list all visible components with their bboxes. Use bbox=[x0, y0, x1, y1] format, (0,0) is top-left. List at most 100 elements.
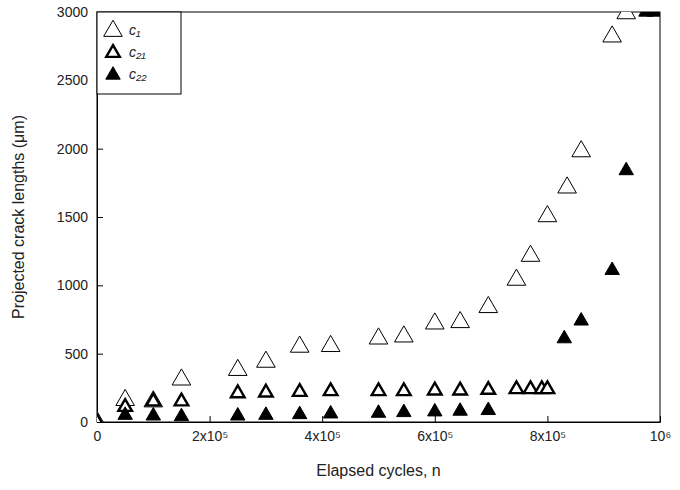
y-axis-title: Projected crack lengths (μm) bbox=[10, 115, 27, 319]
y-tick-label: 3000 bbox=[57, 4, 88, 20]
point bbox=[97, 411, 106, 422]
point bbox=[290, 336, 309, 352]
y-tick-mark bbox=[97, 285, 103, 286]
chart: 0 2x10⁵ 4x10⁵ 6x10⁵ 8x10⁵ 10⁶ 0 500 1000 1500 2000… bbox=[0, 0, 680, 490]
x-tick-mark bbox=[322, 416, 323, 422]
point bbox=[146, 408, 160, 420]
legend-label: c₁ bbox=[129, 22, 141, 38]
y-tick: 1000 bbox=[57, 277, 103, 293]
y-tick-label: 500 bbox=[65, 346, 89, 362]
x-tick-mark bbox=[435, 416, 436, 422]
legend-marker bbox=[106, 67, 120, 79]
legend-label: c₂₂ bbox=[129, 66, 147, 82]
y-tick-label: 2000 bbox=[57, 141, 88, 157]
x-tick-mark bbox=[547, 416, 548, 422]
legend-label: c₂₁ bbox=[129, 44, 146, 60]
x-tick-label: 4x10⁵ bbox=[305, 428, 341, 444]
x-tick: 4x10⁵ bbox=[305, 416, 341, 444]
point bbox=[172, 369, 191, 385]
y-tick: 2000 bbox=[57, 141, 103, 157]
y-tick-label: 0 bbox=[80, 414, 88, 430]
point bbox=[538, 206, 557, 222]
point bbox=[175, 394, 189, 406]
y-axis: 0 500 1000 1500 2000 2500 3000 bbox=[57, 4, 103, 430]
point bbox=[231, 408, 245, 420]
point bbox=[259, 407, 273, 419]
point bbox=[323, 405, 337, 417]
point bbox=[510, 381, 524, 393]
point bbox=[147, 394, 161, 406]
point bbox=[397, 404, 411, 416]
x-axis-title: Elapsed cycles, n bbox=[316, 462, 441, 479]
point bbox=[453, 383, 467, 395]
point bbox=[617, 12, 636, 19]
point bbox=[425, 313, 444, 329]
x-tick-label: 2x10⁵ bbox=[192, 428, 228, 444]
point bbox=[144, 391, 163, 407]
y-tick: 0 bbox=[80, 414, 103, 430]
point bbox=[97, 414, 104, 422]
point bbox=[372, 383, 386, 395]
point bbox=[507, 269, 526, 285]
point bbox=[574, 313, 588, 325]
x-tick-mark bbox=[660, 416, 661, 422]
point bbox=[619, 162, 633, 174]
data-area bbox=[97, 12, 660, 422]
y-tick: 500 bbox=[65, 346, 103, 362]
legend-marker bbox=[104, 20, 123, 36]
point bbox=[558, 177, 577, 193]
plot-frame bbox=[97, 12, 660, 422]
plot: 0 2x10⁵ 4x10⁵ 6x10⁵ 8x10⁵ 10⁶ 0 500 1000 1500 2000… bbox=[57, 3, 671, 444]
y-tick-mark bbox=[97, 354, 103, 355]
legend-marker bbox=[106, 45, 120, 57]
y-tick-mark bbox=[97, 217, 103, 218]
point bbox=[231, 385, 245, 397]
y-tick-label: 1500 bbox=[57, 209, 88, 225]
y-tick: 2500 bbox=[57, 72, 103, 88]
point bbox=[293, 384, 307, 396]
point bbox=[118, 407, 132, 419]
y-tick-label: 1000 bbox=[57, 277, 88, 293]
point bbox=[479, 296, 498, 312]
x-tick: 6x10⁵ bbox=[417, 416, 453, 444]
point bbox=[481, 402, 495, 414]
point bbox=[174, 408, 188, 420]
point bbox=[481, 382, 495, 394]
point bbox=[321, 335, 340, 351]
point bbox=[521, 245, 540, 261]
point bbox=[541, 381, 555, 393]
point bbox=[397, 383, 411, 395]
x-tick: 10⁶ bbox=[650, 416, 671, 444]
x-tick-label: 8x10⁵ bbox=[530, 428, 566, 444]
point bbox=[605, 262, 619, 274]
point bbox=[395, 326, 414, 342]
point bbox=[453, 403, 467, 415]
point bbox=[603, 26, 622, 42]
point bbox=[428, 403, 442, 415]
y-tick-mark bbox=[97, 149, 103, 150]
point bbox=[371, 405, 385, 417]
series bbox=[97, 381, 554, 422]
legend: c₁ c₂₁ c₂₂ bbox=[97, 12, 181, 94]
point bbox=[647, 12, 660, 16]
series bbox=[118, 12, 660, 421]
x-tick-label: 6x10⁵ bbox=[417, 428, 453, 444]
x-tick: 2x10⁵ bbox=[192, 416, 228, 444]
point bbox=[257, 351, 276, 367]
x-tick-label: 10⁶ bbox=[650, 428, 671, 444]
point bbox=[451, 311, 470, 327]
point bbox=[369, 328, 388, 344]
point bbox=[292, 406, 306, 418]
point bbox=[324, 383, 338, 395]
y-tick-mark bbox=[97, 422, 103, 423]
point bbox=[572, 141, 591, 157]
x-axis-line bbox=[98, 422, 661, 423]
point bbox=[428, 383, 442, 395]
y-tick: 3000 bbox=[57, 4, 103, 20]
point bbox=[557, 330, 571, 342]
y-tick: 1500 bbox=[57, 209, 103, 225]
point bbox=[228, 359, 247, 375]
legend-box bbox=[97, 12, 181, 94]
x-tick-label: 0 bbox=[94, 428, 102, 444]
x-tick: 8x10⁵ bbox=[530, 416, 566, 444]
